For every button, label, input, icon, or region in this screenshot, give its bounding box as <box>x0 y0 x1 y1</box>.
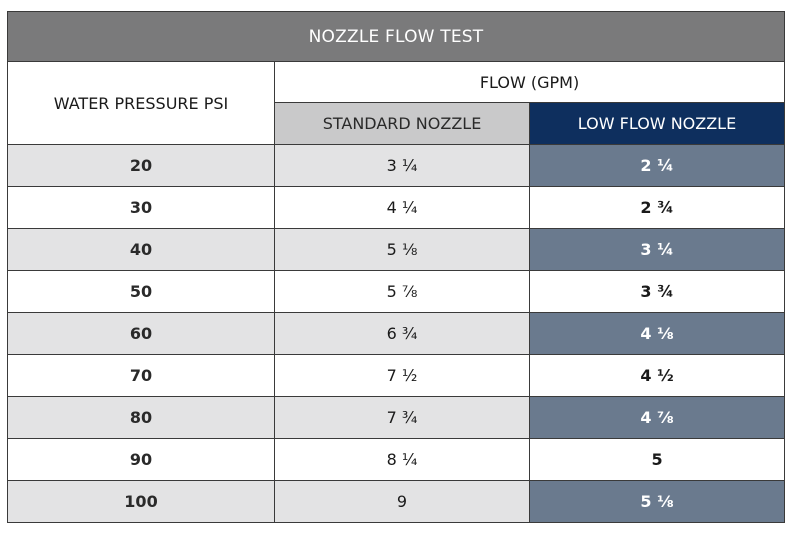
low-flow-nozzle-header: LOW FLOW NOZZLE <box>528 102 786 145</box>
low-flow-cell: 4 ½ <box>528 354 786 397</box>
nozzle-flow-table: NOZZLE FLOW TEST WATER PRESSURE PSI FLOW… <box>6 11 786 523</box>
pressure-cell: 80 <box>7 396 275 439</box>
standard-flow-cell: 9 <box>274 480 530 523</box>
water-pressure-header: WATER PRESSURE PSI <box>7 61 275 145</box>
pressure-cell: 60 <box>7 312 275 355</box>
standard-flow-cell: 5 ⅞ <box>274 270 530 313</box>
standard-flow-cell: 5 ⅛ <box>274 228 530 271</box>
standard-flow-cell: 6 ¾ <box>274 312 530 355</box>
low-flow-cell: 2 ¾ <box>528 186 786 229</box>
table-title: NOZZLE FLOW TEST <box>6 11 786 62</box>
low-flow-cell: 5 ⅛ <box>528 480 786 523</box>
standard-nozzle-header: STANDARD NOZZLE <box>274 102 530 145</box>
pressure-cell: 70 <box>7 354 275 397</box>
pressure-cell: 30 <box>7 186 275 229</box>
standard-flow-cell: 8 ¼ <box>274 438 530 481</box>
standard-flow-cell: 7 ¾ <box>274 396 530 439</box>
standard-flow-cell: 7 ½ <box>274 354 530 397</box>
pressure-cell: 20 <box>7 144 275 187</box>
pressure-cell: 90 <box>7 438 275 481</box>
standard-flow-cell: 4 ¼ <box>274 186 530 229</box>
low-flow-cell: 3 ¼ <box>528 228 786 271</box>
title-row: NOZZLE FLOW TEST <box>6 11 786 62</box>
header-row-1: WATER PRESSURE PSI FLOW (GPM) <box>7 61 786 145</box>
low-flow-cell: 4 ⅛ <box>528 312 786 355</box>
pressure-cell: 100 <box>7 480 275 523</box>
low-flow-cell: 5 <box>528 438 786 481</box>
standard-flow-cell: 3 ¼ <box>274 144 530 187</box>
pressure-cell: 50 <box>7 270 275 313</box>
low-flow-cell: 4 ⅞ <box>528 396 786 439</box>
pressure-cell: 40 <box>7 228 275 271</box>
low-flow-cell: 2 ¼ <box>528 144 786 187</box>
table-row: 100 9 5 ⅛ <box>7 480 786 523</box>
flow-gpm-header: FLOW (GPM) <box>273 61 786 103</box>
header-row-2: STANDARD NOZZLE LOW FLOW NOZZLE <box>8 102 786 145</box>
low-flow-cell: 3 ¾ <box>528 270 786 313</box>
